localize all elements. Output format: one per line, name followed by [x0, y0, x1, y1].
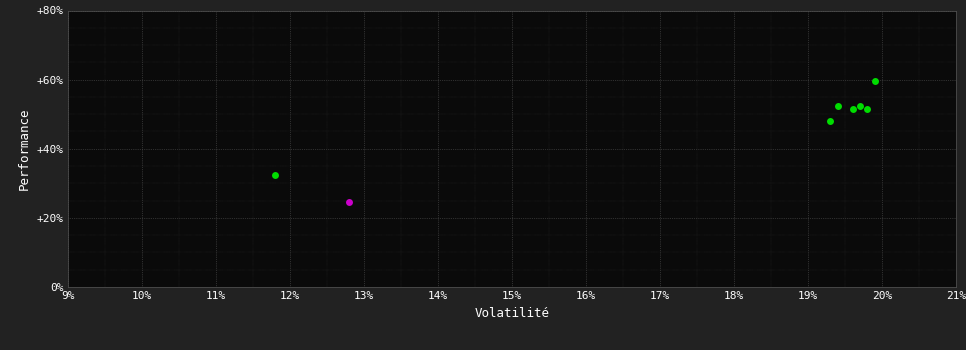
Point [830, 103, 845, 108]
Point [860, 106, 875, 112]
Point [341, 199, 356, 205]
Point [867, 78, 883, 84]
Point [268, 172, 283, 177]
Y-axis label: Performance: Performance [18, 107, 31, 190]
X-axis label: Volatilité: Volatilité [474, 307, 550, 320]
Point [845, 106, 861, 112]
Point [823, 118, 838, 124]
Point [852, 103, 867, 108]
